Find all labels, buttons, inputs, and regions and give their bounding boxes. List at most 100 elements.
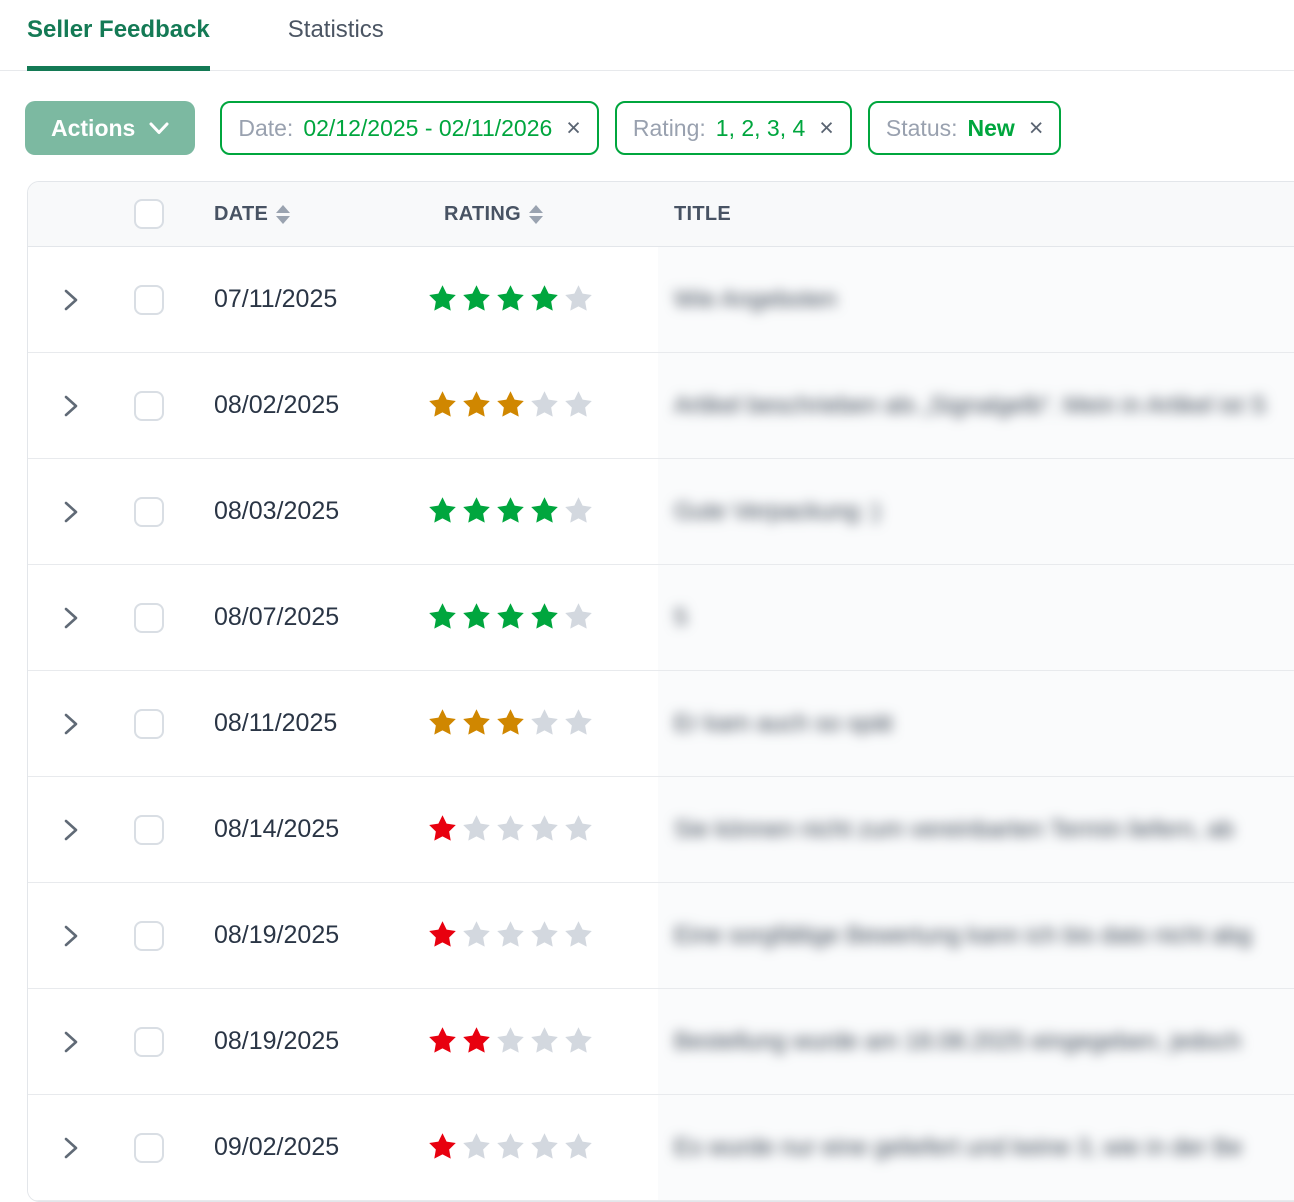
column-header-rating[interactable]: RATING (414, 203, 658, 226)
star-icon (497, 1027, 524, 1053)
feedback-date: 08/07/2025 (214, 603, 340, 631)
table-row: 08/14/2025 Sie können nicht zum vereinba… (28, 777, 1294, 883)
sort-icon[interactable] (276, 204, 291, 224)
table-row: 08/19/2025 Bestellung wurde am 18.08.202… (28, 989, 1294, 1095)
star-rating (426, 813, 658, 846)
star-icon (565, 497, 592, 523)
star-icon (565, 391, 592, 417)
filter-chip-rating-value: 1, 2, 3, 4 (715, 114, 806, 141)
star-icon (497, 709, 524, 735)
expand-row-button[interactable] (51, 704, 91, 744)
star-icon (565, 285, 592, 311)
feedback-date: 09/02/2025 (214, 1133, 340, 1161)
feedback-title-blurred: Artikel beschrieben als „Signalgelb“. Me… (674, 391, 1267, 419)
expand-row-button[interactable] (51, 1128, 91, 1168)
expand-row-button[interactable] (51, 280, 91, 320)
star-icon (497, 921, 524, 947)
actions-button[interactable]: Actions (25, 101, 196, 155)
star-icon (463, 709, 490, 735)
expand-row-button[interactable] (51, 492, 91, 532)
star-rating (426, 495, 658, 528)
chevron-right-icon (64, 925, 78, 946)
star-icon (531, 497, 558, 523)
table-row: 08/02/2025 Artikel beschrieben als „Sign… (28, 353, 1294, 459)
star-icon (531, 391, 558, 417)
filter-toolbar: Actions Date: 02/12/2025 - 02/11/2026 × … (25, 101, 1294, 155)
chevron-right-icon (64, 289, 78, 310)
expand-row-button[interactable] (51, 386, 91, 426)
chevron-right-icon (64, 501, 78, 522)
star-icon (497, 815, 524, 841)
star-icon (565, 1027, 592, 1053)
table-body: 07/11/2025 Wie Angeboten 08/02 (28, 247, 1294, 1201)
star-rating (426, 707, 658, 740)
star-icon (565, 815, 592, 841)
star-icon (429, 709, 456, 735)
row-checkbox[interactable] (134, 284, 164, 315)
feedback-title-blurred: Eine sorgfältige Bewertung kann ich bis … (674, 921, 1252, 949)
feedback-title-blurred: Wie Angeboten (674, 285, 837, 313)
tab-seller-feedback[interactable]: Seller Feedback (27, 16, 210, 71)
star-icon (531, 1133, 558, 1159)
star-icon (531, 921, 558, 947)
star-icon (429, 1027, 456, 1053)
star-rating (426, 919, 658, 952)
feedback-title-blurred: 5 (674, 603, 688, 631)
star-icon (565, 921, 592, 947)
row-checkbox[interactable] (134, 1132, 164, 1163)
star-icon (463, 285, 490, 311)
star-rating (426, 1025, 658, 1058)
star-icon (565, 709, 592, 735)
expand-row-button[interactable] (51, 1022, 91, 1062)
star-icon (463, 603, 490, 629)
star-icon (429, 285, 456, 311)
table-row: 08/03/2025 Gute Verpackung :) (28, 459, 1294, 565)
row-checkbox[interactable] (134, 708, 164, 739)
expand-row-button[interactable] (51, 598, 91, 638)
filter-chip-rating[interactable]: Rating: 1, 2, 3, 4 × (614, 101, 852, 155)
expand-row-button[interactable] (51, 810, 91, 850)
star-rating (426, 283, 658, 316)
star-icon (531, 709, 558, 735)
feedback-date: 08/11/2025 (214, 709, 338, 737)
star-icon (463, 815, 490, 841)
star-icon (429, 497, 456, 523)
actions-button-label: Actions (51, 114, 136, 141)
star-icon (429, 815, 456, 841)
chevron-right-icon (64, 395, 78, 416)
remove-status-filter-icon[interactable]: × (1028, 113, 1044, 142)
select-all-checkbox[interactable] (134, 199, 164, 229)
row-checkbox[interactable] (134, 920, 164, 951)
star-icon (565, 1133, 592, 1159)
column-header-date[interactable]: DATE (184, 203, 414, 226)
remove-rating-filter-icon[interactable]: × (819, 113, 834, 142)
filter-chip-status[interactable]: Status: New × (867, 101, 1062, 155)
chevron-right-icon (64, 1137, 78, 1158)
table-row: 08/07/2025 5 (28, 565, 1294, 671)
table-header-row: DATE RATING TITLE (28, 182, 1294, 247)
filter-chip-date[interactable]: Date: 02/12/2025 - 02/11/2026 × (220, 101, 599, 155)
column-header-title: TITLE (674, 202, 732, 225)
star-rating (426, 389, 658, 422)
remove-date-filter-icon[interactable]: × (566, 113, 581, 142)
expand-row-button[interactable] (51, 916, 91, 956)
row-checkbox[interactable] (134, 814, 164, 845)
row-checkbox[interactable] (134, 390, 164, 421)
star-icon (497, 391, 524, 417)
feedback-title-blurred: Es wurde nur eine geliefert und keine 3,… (674, 1133, 1243, 1161)
row-checkbox[interactable] (134, 496, 164, 527)
feedback-title-blurred: Er kam auch so spät (674, 709, 893, 737)
star-icon (463, 1133, 490, 1159)
star-icon (463, 497, 490, 523)
feedback-date: 08/19/2025 (214, 921, 340, 949)
star-icon (429, 1133, 456, 1159)
row-checkbox[interactable] (134, 1026, 164, 1057)
sort-icon[interactable] (528, 204, 543, 224)
tab-statistics[interactable]: Statistics (287, 16, 384, 43)
row-checkbox[interactable] (134, 602, 164, 633)
star-rating (426, 1131, 658, 1164)
star-icon (429, 921, 456, 947)
feedback-date: 08/03/2025 (214, 497, 340, 525)
table-row: 08/19/2025 Eine sorgfältige Bewertung ka… (28, 883, 1294, 989)
star-icon (463, 391, 490, 417)
